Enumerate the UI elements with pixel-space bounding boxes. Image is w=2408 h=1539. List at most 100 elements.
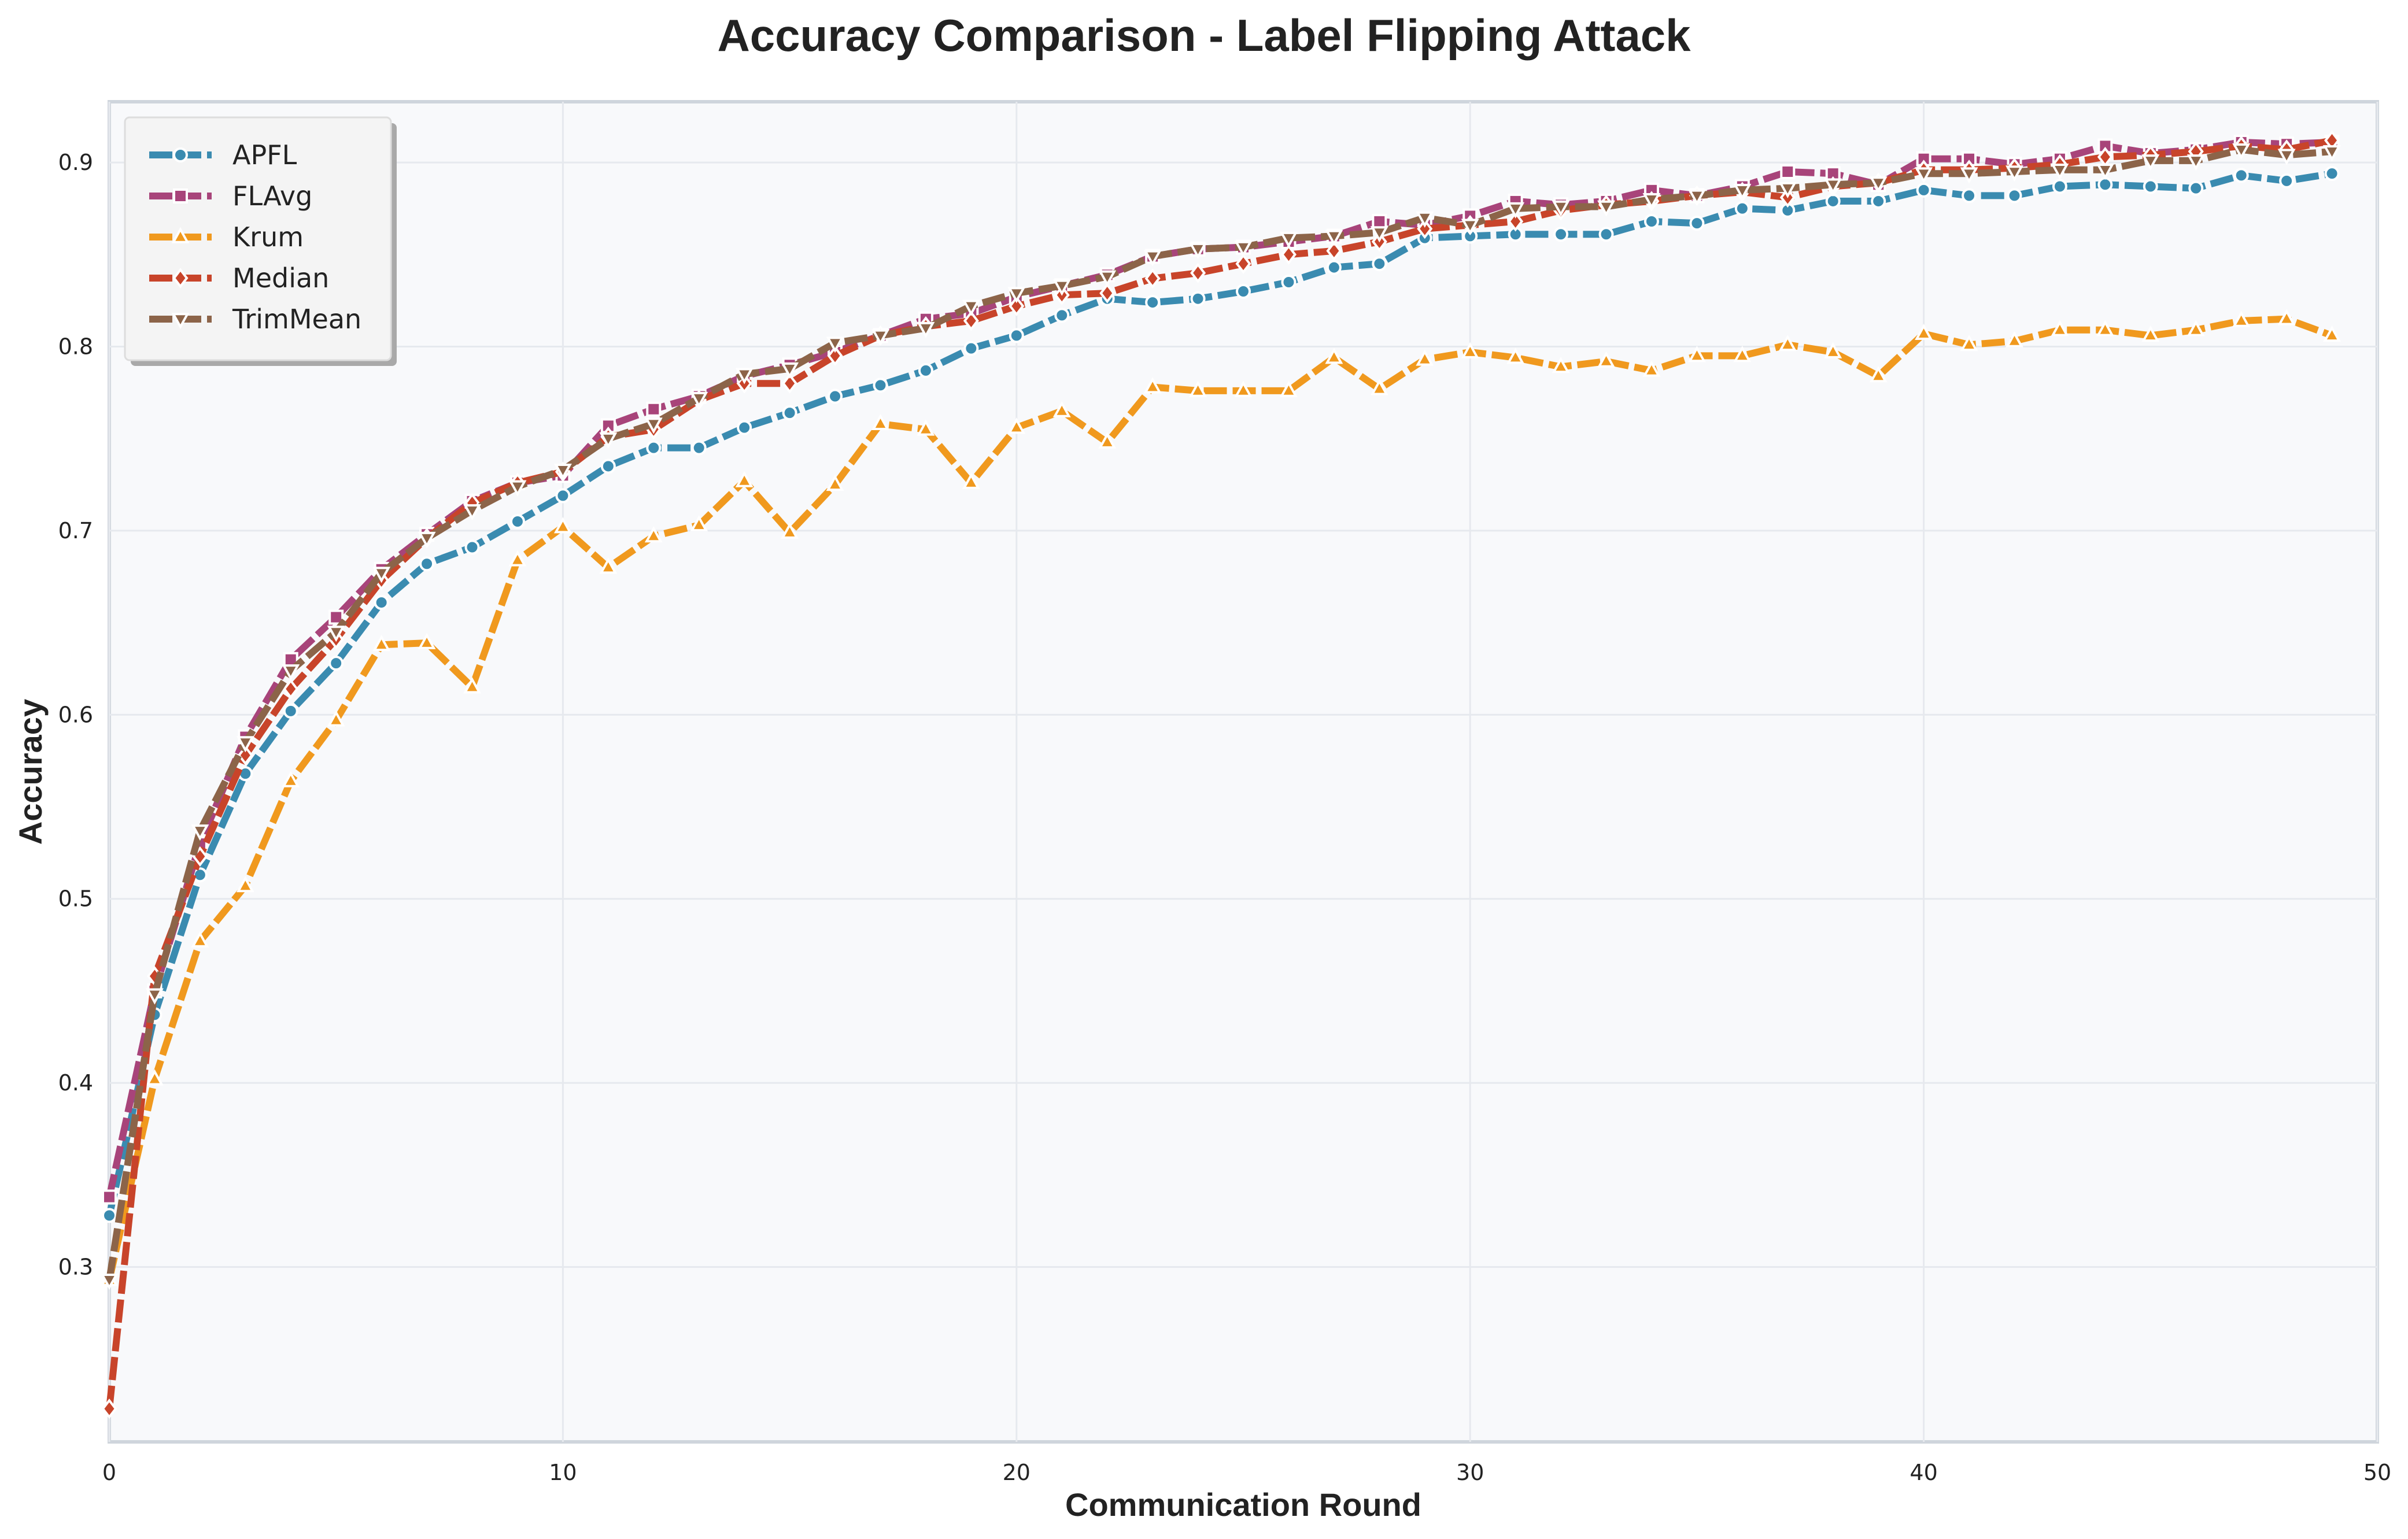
series-krum [100, 309, 2341, 1286]
data-point [2005, 165, 2023, 182]
axis-ticks: 0 10 20 30 40 50 0.3 0.4 0.5 0.6 0.7 0.8 0.9 [58, 150, 2392, 1485]
data-point [102, 1189, 117, 1205]
data-point [236, 736, 254, 753]
data-point [691, 440, 707, 456]
data-point [1416, 211, 1434, 228]
data-point [145, 988, 164, 1005]
legend-item-flavg: FLAvg [149, 180, 312, 212]
data-point [1508, 211, 1524, 232]
legend-marker [173, 188, 188, 204]
data-point [1642, 193, 1661, 210]
legend-item-median: Median [149, 262, 329, 294]
data-point [962, 472, 980, 489]
data-point [553, 517, 572, 534]
legend-item-krum: Krum [149, 221, 304, 253]
y-tick-label: 0.3 [58, 1255, 93, 1280]
legend-marker [173, 147, 188, 162]
data-point [1869, 176, 1888, 193]
y-tick-label: 0.5 [58, 886, 93, 912]
plot-area [108, 100, 2379, 1444]
data-point [644, 526, 663, 543]
data-point [918, 362, 933, 378]
data-point [327, 710, 345, 727]
x-tick-label: 10 [549, 1460, 577, 1485]
data-point [1280, 244, 1297, 265]
legend-label: APFL [232, 139, 297, 171]
data-point [826, 474, 844, 491]
data-point [2141, 325, 2160, 342]
data-point [238, 766, 253, 782]
data-point [1915, 323, 1933, 340]
data-point [917, 419, 935, 436]
data-point [1372, 256, 1387, 272]
data-point [2096, 320, 2114, 336]
data-point [828, 389, 843, 404]
data-point [1597, 200, 1616, 217]
legend-label: TrimMean [232, 304, 361, 335]
data-point [1734, 201, 1750, 216]
data-point [1009, 328, 1024, 343]
series-layer [100, 130, 2341, 1419]
data-point [1417, 219, 1433, 239]
data-point [2052, 179, 2067, 194]
data-point [1370, 226, 1388, 243]
data-point [328, 609, 344, 625]
data-point [1325, 230, 1343, 246]
data-point [2051, 320, 2069, 336]
data-point [1143, 377, 1162, 394]
x-tick-label: 20 [1003, 1460, 1031, 1485]
data-point [2143, 179, 2158, 194]
x-tick-label: 30 [1456, 1460, 1484, 1485]
data-point [2096, 164, 2114, 180]
legend-item-apfl: APFL [149, 139, 297, 171]
data-point [327, 626, 345, 642]
data-point [1778, 182, 1797, 199]
data-point [1553, 227, 1569, 242]
data-point [1234, 241, 1253, 257]
data-point [419, 556, 435, 572]
data-point [1733, 346, 1752, 362]
data-point [372, 634, 391, 652]
legend-box [124, 116, 392, 361]
data-point [192, 867, 208, 883]
data-point [1052, 279, 1071, 296]
data-point [871, 329, 889, 346]
x-tick-label: 0 [102, 1460, 116, 1485]
data-point [1644, 213, 1659, 229]
data-point [827, 345, 843, 366]
data-point [646, 440, 662, 456]
data-point [1279, 231, 1298, 248]
data-point [1598, 227, 1614, 242]
data-point [1506, 202, 1525, 219]
data-point [237, 745, 253, 765]
data-point [1234, 380, 1253, 397]
data-point [282, 771, 300, 787]
data-point [2187, 154, 2205, 171]
data-point [283, 679, 299, 700]
data-point [600, 458, 616, 474]
data-point [1189, 380, 1207, 397]
data-point [2323, 325, 2341, 342]
data-point [1372, 213, 1387, 229]
data-point [1325, 347, 1343, 364]
data-point [1145, 295, 1161, 310]
data-point [963, 310, 979, 331]
y-tick-label: 0.7 [58, 518, 93, 543]
data-point [1780, 164, 1796, 179]
data-point [2323, 145, 2341, 162]
data-point [1962, 188, 1977, 204]
data-point [1915, 167, 1933, 184]
data-point [555, 488, 571, 504]
data-point [1279, 380, 1298, 397]
data-point [553, 464, 572, 480]
data-point [1054, 308, 1070, 323]
data-point [646, 401, 662, 417]
data-point [1235, 253, 1251, 274]
data-point [1143, 250, 1162, 267]
data-point [2232, 143, 2251, 160]
data-point [1506, 347, 1525, 364]
data-point [737, 420, 752, 435]
data-point [2324, 166, 2340, 182]
legend-label: Median [232, 262, 329, 294]
